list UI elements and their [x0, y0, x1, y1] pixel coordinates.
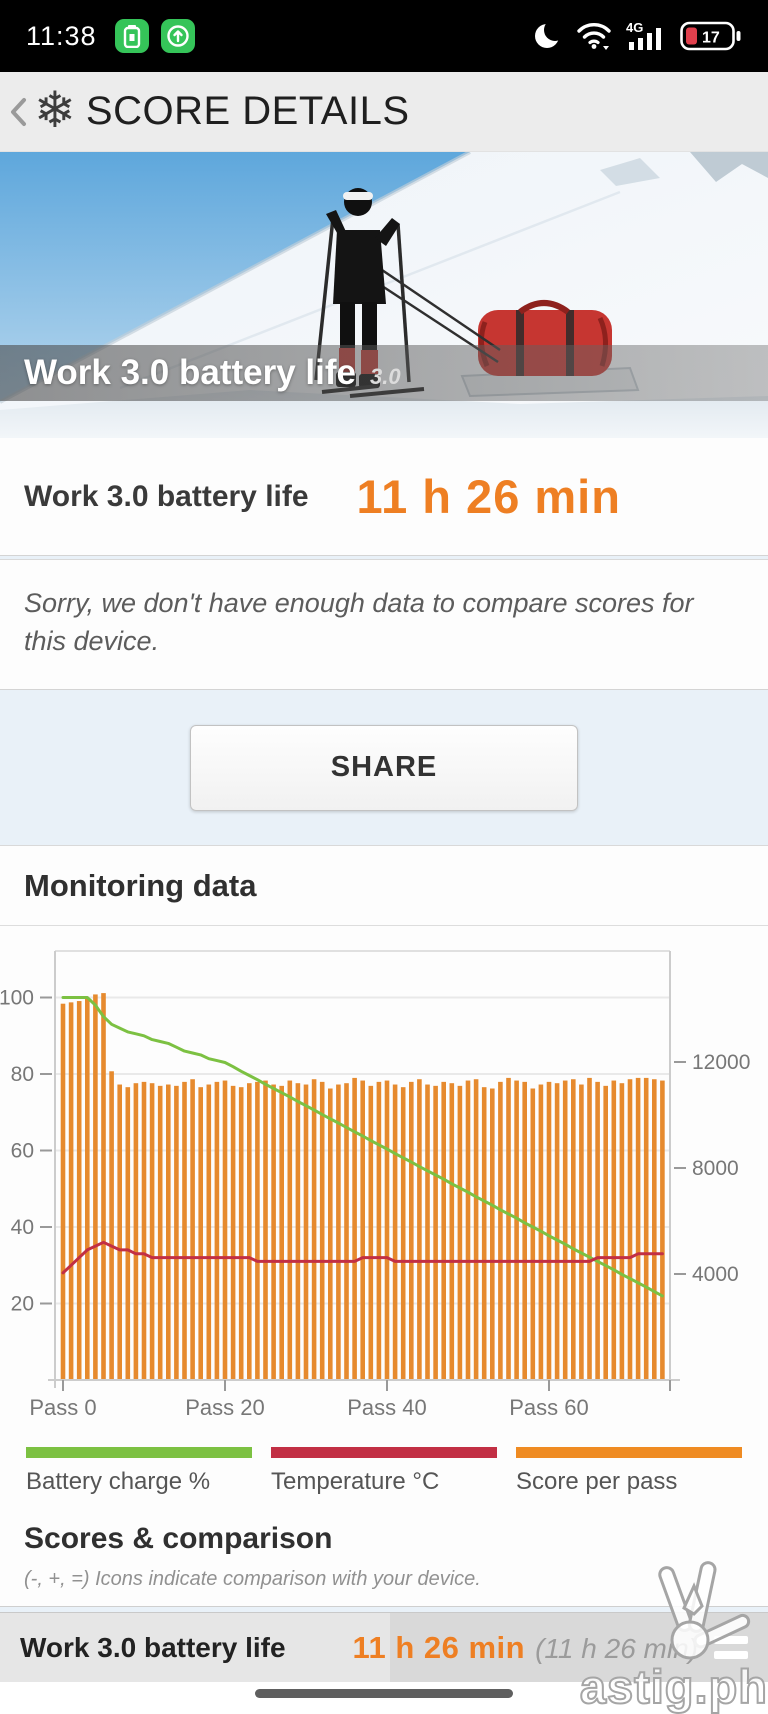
- legend-item-battery: Battery charge %: [26, 1447, 252, 1496]
- chart-legend: Battery charge % Temperature °C Score pe…: [0, 1433, 768, 1496]
- pcmark-snowflake-logo-icon: ❄: [34, 80, 76, 139]
- hero-title-band: Work 3.0 battery life 3.0: [0, 345, 768, 401]
- bottom-result-score-secondary: (11 h 26 min): [535, 1632, 698, 1664]
- monitoring-title: Monitoring data: [24, 867, 257, 903]
- temperature-c-line: [61, 1240, 664, 1275]
- gesture-handle[interactable]: [255, 1689, 513, 1698]
- scores-comparison-section: Scores & comparison (-, +, =) Icons indi…: [0, 1496, 768, 1591]
- battery-percent-label: 17: [702, 30, 720, 47]
- bottom-result-label: Work 3.0 battery life: [20, 1631, 286, 1663]
- svg-text:4000: 4000: [692, 1263, 739, 1286]
- legend-item-temperature: Temperature °C: [271, 1447, 497, 1496]
- svg-text:12000: 12000: [692, 1051, 750, 1074]
- score-bars: [60, 993, 665, 1380]
- wifi-icon: [577, 23, 611, 50]
- upload-app-chip-icon: [160, 19, 195, 53]
- notice-card: Sorry, we don't have enough data to comp…: [0, 559, 768, 690]
- bottom-result-bar[interactable]: Work 3.0 battery life 11 h 26 min (11 h …: [0, 1612, 768, 1682]
- clock: 11:38: [26, 20, 97, 51]
- menu-icon[interactable]: [714, 1636, 748, 1659]
- moon-icon: [535, 21, 563, 48]
- monitoring-card: Monitoring data 20 40 60 80 100 4000 8000 12000…: [0, 845, 768, 1607]
- network-type-label: 4G: [626, 20, 643, 35]
- legend-item-score: Score per pass: [516, 1447, 742, 1496]
- signal-icon: 4G: [626, 20, 661, 50]
- back-chevron-icon[interactable]: [6, 92, 32, 132]
- status-bar: 11:38 4G: [0, 0, 768, 72]
- battery-glyph-icon: [123, 25, 140, 48]
- svg-text:8000: 8000: [692, 1157, 739, 1180]
- bottom-result-score: 11 h 26 min: [352, 1629, 526, 1665]
- hero-image: Work 3.0 battery life 3.0: [0, 152, 768, 438]
- legend-swatch-battery: [26, 1447, 252, 1458]
- svg-text:Pass 0: Pass 0: [29, 1395, 96, 1420]
- app-header: ❄ SCORE DETAILS: [0, 72, 768, 152]
- battery-charge--line: [61, 996, 664, 1298]
- share-button[interactable]: SHARE: [190, 724, 578, 811]
- svg-text:20: 20: [11, 1293, 34, 1316]
- svg-text:Pass 60: Pass 60: [509, 1395, 589, 1420]
- scores-comparison-subtitle: (-, +, =) Icons indicate comparison with…: [24, 1568, 481, 1590]
- svg-text:Pass 40: Pass 40: [347, 1395, 427, 1420]
- svg-text:80: 80: [11, 1063, 34, 1086]
- legend-label-score: Score per pass: [516, 1468, 678, 1495]
- notice-text: Sorry, we don't have enough data to comp…: [24, 588, 694, 656]
- legend-swatch-temperature: [271, 1447, 497, 1458]
- result-label: Work 3.0 battery life: [24, 479, 309, 513]
- hero-version-badge: 3.0: [369, 364, 401, 389]
- svg-text:40: 40: [11, 1216, 34, 1239]
- scores-comparison-title: Scores & comparison: [24, 1522, 333, 1555]
- hero-title: Work 3.0 battery life: [24, 353, 356, 392]
- share-section: SHARE: [0, 690, 768, 845]
- monitoring-header: Monitoring data: [0, 846, 768, 926]
- battery-app-chip-icon: [114, 19, 149, 53]
- battery-icon: 17: [680, 21, 741, 51]
- svg-text:100: 100: [0, 987, 34, 1010]
- gesture-area: [0, 1682, 768, 1714]
- svg-text:Pass 20: Pass 20: [185, 1395, 265, 1420]
- legend-swatch-score: [516, 1447, 742, 1458]
- result-card: Work 3.0 battery life 11 h 26 min: [0, 438, 768, 556]
- page-title: SCORE DETAILS: [85, 89, 410, 133]
- legend-label-temperature: Temperature °C: [271, 1468, 440, 1495]
- svg-text:60: 60: [11, 1140, 34, 1163]
- monitoring-chart: 20 40 60 80 100 4000 8000 12000 Pass 0 Pass 20 Pas…: [0, 950, 750, 1420]
- result-score: 11 h 26 min: [356, 470, 621, 523]
- legend-label-battery: Battery charge %: [26, 1468, 211, 1495]
- arrow-up-circle-icon: [166, 25, 189, 47]
